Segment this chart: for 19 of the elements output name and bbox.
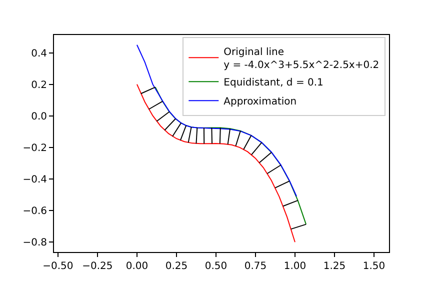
x-tick-label: 1.25 (323, 261, 346, 272)
legend-label: Equidistant, d = 0.1 (224, 78, 324, 89)
x-tick-label: −0.50 (42, 261, 74, 272)
y-tick-label: −0.6 (22, 206, 47, 218)
legend-label: Approximation (224, 96, 297, 108)
y-tick-label: 0.4 (31, 48, 47, 60)
y-tick-label: 0.0 (31, 111, 47, 122)
y-tick-label: −0.2 (22, 142, 47, 154)
y-tick-label: −0.4 (22, 174, 47, 186)
x-tick-label: −0.25 (82, 261, 113, 272)
y-tick-label: −0.8 (22, 238, 47, 249)
x-tick-label: 0.00 (126, 261, 148, 272)
legend-label: Original line y = -4.0x^3+5.5x^2-2.5x+0.2 (224, 47, 380, 72)
x-tick-label: 1.50 (362, 261, 386, 272)
x-tick-label: 0.50 (204, 261, 228, 272)
y-tick-label: 0.2 (31, 80, 47, 91)
x-tick-label: 1.00 (284, 261, 306, 272)
x-tick-label: 0.75 (244, 261, 267, 272)
x-tick-label: 0.25 (165, 261, 188, 272)
